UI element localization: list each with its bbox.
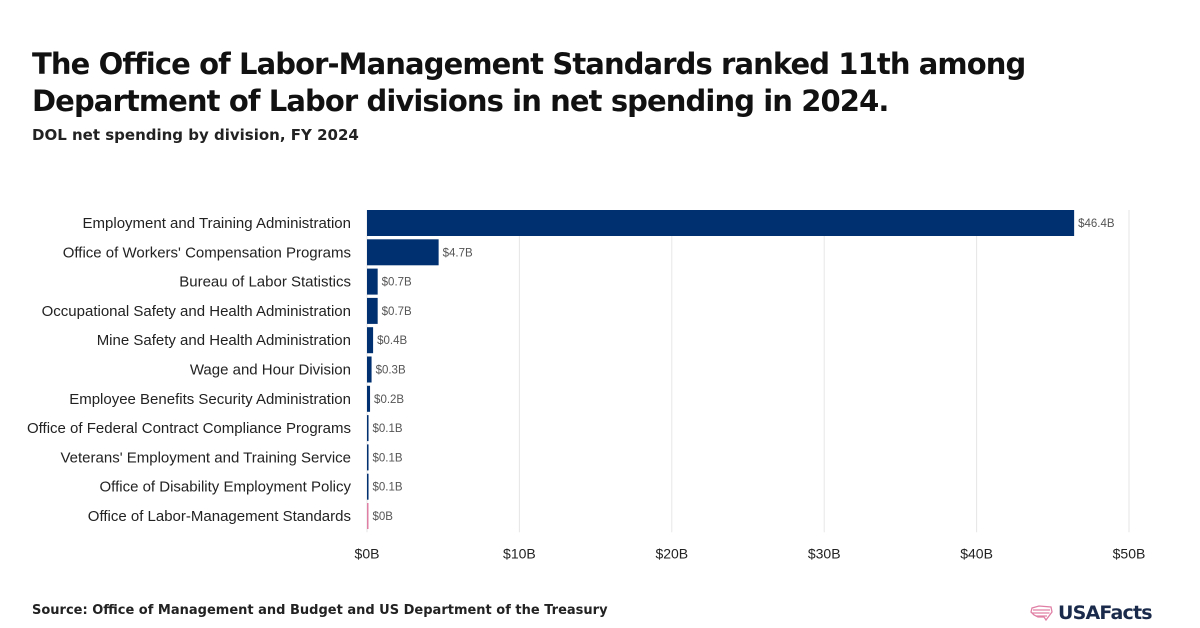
us-flag-map-icon [1030,605,1053,622]
source-note: Source: Office of Management and Budget … [32,603,608,618]
category-label: Veterans' Employment and Training Servic… [60,449,351,466]
value-label: $0.3B [376,365,406,377]
x-tick-label: $0B [355,545,380,561]
bar [367,356,372,383]
bars: $46.4B $4.7B $0.7B $0.7B $0.4B $0.3B $0.2B $0.1… [367,210,1115,529]
bar [367,210,1075,236]
category-label: Office of Disability Employment Policy [100,479,352,496]
value-label: $0.1B [373,482,403,494]
value-label: $0B [373,511,394,523]
x-tick-label: $10B [503,545,536,561]
x-axis-ticks: $0B $10B $20B $30B $40B $50B [355,545,1146,561]
value-label: $0.1B [373,452,403,464]
x-tick-label: $30B [808,545,841,561]
bar [367,385,371,412]
category-label: Employee Benefits Security Administratio… [69,391,351,408]
value-label: $0.4B [377,335,407,347]
category-labels: Employment and Training Administration Of… [27,215,352,525]
category-label: Wage and Hour Division [190,362,351,379]
category-label: Employment and Training Administration [83,215,351,232]
category-label: Occupational Safety and Health Administr… [42,303,351,320]
category-label: Office of Federal Contract Compliance Pr… [27,420,351,437]
category-label: Office of Workers' Compensation Programs [63,244,351,261]
value-label: $4.7B [443,247,473,259]
bar [367,503,369,529]
bar [367,444,369,471]
x-tick-label: $40B [960,545,993,561]
value-label: $0.7B [382,306,412,318]
category-label: Office of Labor-Management Standards [88,508,351,525]
value-label: $0.7B [382,277,412,289]
category-label: Bureau of Labor Statistics [179,274,351,291]
x-tick-label: $50B [1113,545,1146,561]
bar [367,327,374,354]
bar [367,297,378,324]
bar [367,473,369,500]
gridlines [366,210,1130,533]
value-label: $0.2B [374,394,404,406]
chart-title: The Office of Labor-Management Standards… [32,47,1026,118]
x-tick-label: $20B [655,545,688,561]
category-label: Mine Safety and Health Administration [97,332,351,349]
bar [367,268,378,295]
logo-text: USAFacts [1058,602,1153,624]
value-label: $46.4B [1078,218,1115,230]
bar [367,239,439,266]
usafacts-logo[interactable]: USAFacts [1030,600,1153,626]
bar [367,415,369,442]
value-label: $0.1B [373,423,403,435]
bar-chart: $46.4B $4.7B $0.7B $0.7B $0.4B $0.3B $0.2B $0.1… [27,210,1146,561]
chart-subtitle: DOL net spending by division, FY 2024 [32,126,359,144]
